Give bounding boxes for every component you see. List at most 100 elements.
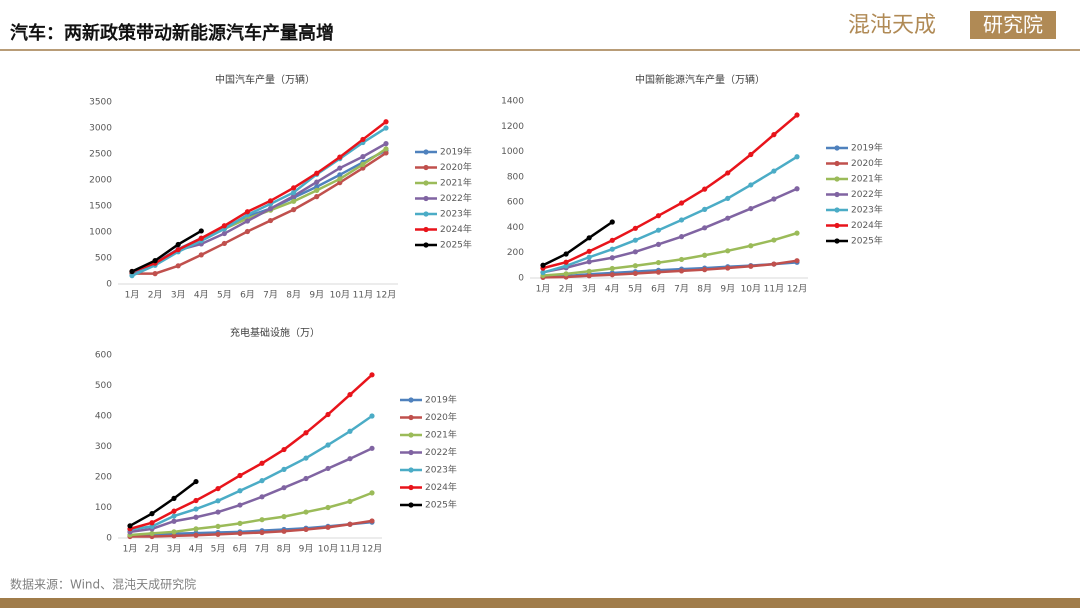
series-line — [132, 151, 387, 275]
point — [337, 154, 343, 160]
x-tick-label: 11月 — [764, 284, 784, 295]
legend-label: 2025年 — [425, 499, 457, 511]
series-line — [542, 220, 613, 267]
point — [259, 529, 265, 536]
legend-label: 2025年 — [851, 235, 883, 247]
point — [267, 206, 274, 212]
point — [244, 218, 251, 224]
x-tick-label: 9月 — [720, 284, 735, 295]
point — [369, 413, 375, 419]
series-line — [542, 187, 798, 274]
series-line — [542, 259, 798, 279]
point — [215, 509, 221, 515]
point — [383, 141, 389, 147]
point — [369, 445, 375, 451]
point — [193, 514, 199, 520]
y-tick-label: 300 — [95, 442, 112, 452]
legend-dot — [408, 484, 414, 491]
logo-box — [970, 11, 1056, 39]
point — [325, 442, 331, 448]
legend-dot — [834, 145, 840, 151]
point — [259, 494, 265, 500]
x-tick-label: 8月 — [286, 290, 301, 301]
point — [632, 225, 638, 231]
point — [337, 176, 343, 182]
point — [655, 269, 662, 275]
point — [794, 230, 800, 236]
point — [748, 243, 754, 249]
y-tick-label: 0 — [106, 534, 112, 544]
page-title: 汽车：两新政策带动新能源汽车产量高增 — [10, 22, 334, 44]
point — [655, 227, 662, 233]
series-line — [131, 126, 387, 277]
point — [586, 254, 592, 260]
series-line — [129, 491, 373, 537]
series-line — [542, 155, 798, 274]
series-line — [542, 114, 798, 270]
point — [771, 196, 777, 202]
legend-dot — [423, 164, 429, 171]
legend-label: 2022年 — [851, 188, 883, 200]
series-line — [129, 373, 373, 531]
legend-label: 2019年 — [851, 142, 883, 154]
x-tick-label: 6月 — [240, 290, 255, 301]
point — [360, 136, 366, 143]
point — [702, 252, 708, 258]
legend-dot — [408, 414, 414, 421]
point — [149, 530, 155, 537]
point — [171, 529, 177, 535]
legend-dot — [423, 211, 429, 217]
point — [303, 526, 309, 533]
point — [267, 217, 274, 224]
point — [281, 514, 287, 520]
legend-dot — [408, 432, 414, 438]
chart-title: 充电基础设施（万） — [230, 326, 320, 339]
y-tick-label: 1000 — [89, 228, 112, 238]
legend-label: 2019年 — [425, 394, 457, 406]
logo-left: 混沌天成 — [848, 13, 936, 38]
y-tick-label: 800 — [507, 172, 524, 182]
point — [221, 223, 227, 229]
y-tick-label: 500 — [95, 381, 112, 391]
point — [725, 170, 731, 176]
legend-label: 2023年 — [851, 204, 883, 216]
legend-dot — [423, 195, 429, 202]
point — [369, 518, 375, 524]
point — [540, 262, 546, 268]
point — [281, 528, 287, 534]
x-tick-label: 10月 — [318, 544, 338, 555]
point — [383, 119, 389, 125]
point — [127, 523, 133, 529]
legend-label: 2022年 — [425, 446, 457, 458]
point — [563, 251, 569, 257]
x-tick-label: 3月 — [167, 544, 182, 555]
chart-title: 中国汽车产量（万辆） — [215, 73, 315, 86]
point — [586, 268, 592, 274]
point — [609, 219, 615, 225]
logo-right: 研究院 — [983, 13, 1043, 37]
point — [655, 213, 662, 219]
point — [347, 498, 353, 504]
point — [259, 478, 265, 484]
point — [314, 170, 320, 176]
point — [794, 186, 800, 192]
point — [291, 185, 297, 191]
x-tick-label: 12月 — [787, 284, 807, 295]
point — [193, 532, 199, 538]
x-tick-label: 11月 — [340, 544, 360, 555]
point — [325, 524, 331, 530]
point — [314, 194, 320, 200]
point — [149, 520, 155, 526]
chart-title: 中国新能源汽车产量（万辆） — [635, 73, 765, 86]
x-tick-label: 10月 — [330, 290, 350, 301]
y-tick-label: 3500 — [89, 98, 112, 108]
point — [725, 215, 731, 221]
point — [586, 235, 592, 241]
point — [771, 237, 777, 243]
point — [347, 428, 353, 434]
point — [771, 168, 777, 174]
x-tick-label: 7月 — [255, 544, 270, 555]
point — [171, 518, 177, 524]
